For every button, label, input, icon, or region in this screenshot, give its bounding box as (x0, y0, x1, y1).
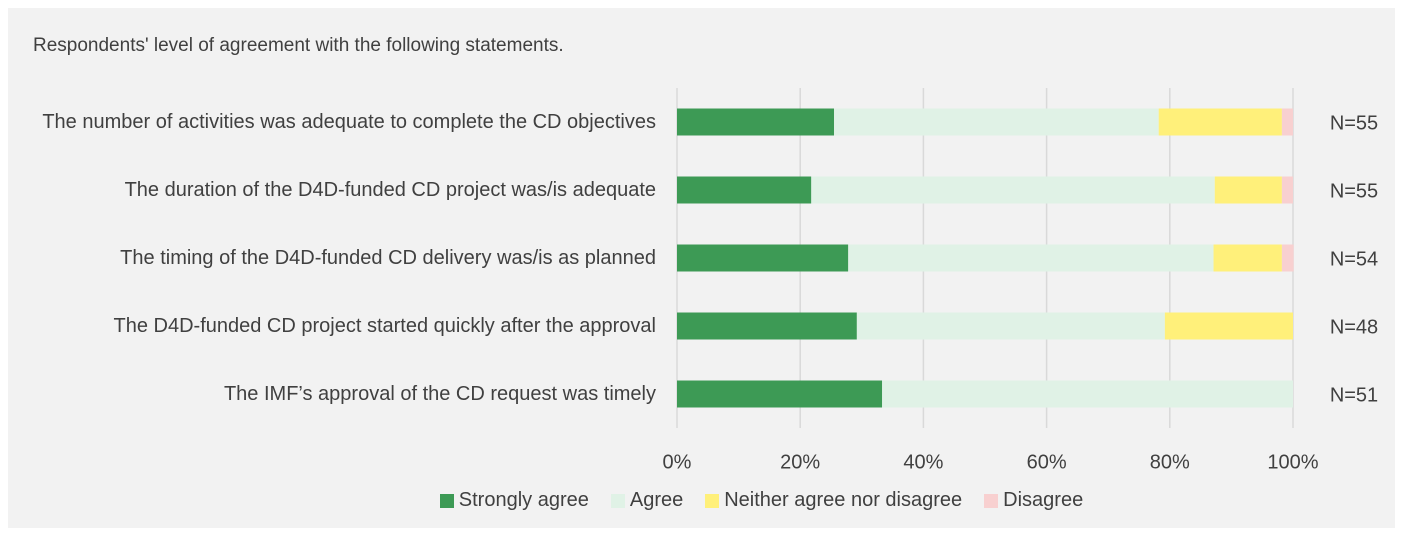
legend-item: Strongly agree (439, 489, 589, 512)
legend-swatch (705, 493, 720, 508)
bar-segment (1213, 244, 1282, 272)
bar-segment (1214, 176, 1282, 204)
category-label: The duration of the D4D-funded CD projec… (124, 179, 656, 201)
legend-label: Strongly agree (458, 489, 589, 511)
legend-item: Agree (610, 489, 684, 512)
category-label: The number of activities was adequate to… (42, 111, 656, 133)
legend-label: Disagree (1003, 489, 1084, 511)
legend-item: Disagree (984, 489, 1083, 512)
bar-segment (1158, 108, 1282, 136)
bar-segment (677, 176, 812, 204)
bar-segment (848, 244, 1214, 272)
annotation: N=55 (1330, 180, 1378, 202)
legend-swatch (610, 493, 625, 508)
bar-segment (834, 108, 1159, 136)
legend-label: Neither agree nor disagree (724, 489, 963, 511)
bar-segment (677, 380, 883, 408)
x-tick-label: 60% (1027, 451, 1067, 473)
x-tick-label: 0% (663, 451, 692, 473)
legend-label: Agree (629, 489, 684, 511)
legend: Strongly agree Agree Neither agree nor dis… (0, 489, 1403, 512)
bar-segment (1281, 176, 1293, 204)
category-label: The IMF’s approval of the CD request was… (223, 383, 656, 405)
bar-segment (677, 312, 857, 340)
bar-segment (1164, 312, 1293, 340)
annotation: N=55 (1330, 112, 1378, 134)
legend-swatch (984, 493, 999, 508)
bar-segment (677, 108, 835, 136)
category-label: The D4D-funded CD project started quickl… (113, 315, 657, 337)
x-tick-label: 100% (1267, 451, 1318, 473)
bar-segment (1281, 244, 1294, 272)
bar-segment (882, 380, 1293, 408)
bar-segment (677, 244, 849, 272)
legend-swatch (439, 493, 454, 508)
category-label: The timing of the D4D-funded CD delivery… (120, 247, 656, 269)
x-tick-label: 40% (903, 451, 943, 473)
bar-segment (856, 312, 1165, 340)
annotation: N=51 (1330, 384, 1378, 406)
x-tick-label: 80% (1150, 451, 1190, 473)
annotation: N=48 (1330, 316, 1378, 338)
legend-item: Neither agree nor disagree (705, 489, 962, 512)
bar-segment (811, 176, 1215, 204)
chart-title: Respondents' level of agreement with the… (33, 35, 564, 56)
x-tick-label: 20% (780, 451, 820, 473)
bar-segment (1281, 108, 1293, 136)
annotation: N=54 (1330, 248, 1378, 270)
